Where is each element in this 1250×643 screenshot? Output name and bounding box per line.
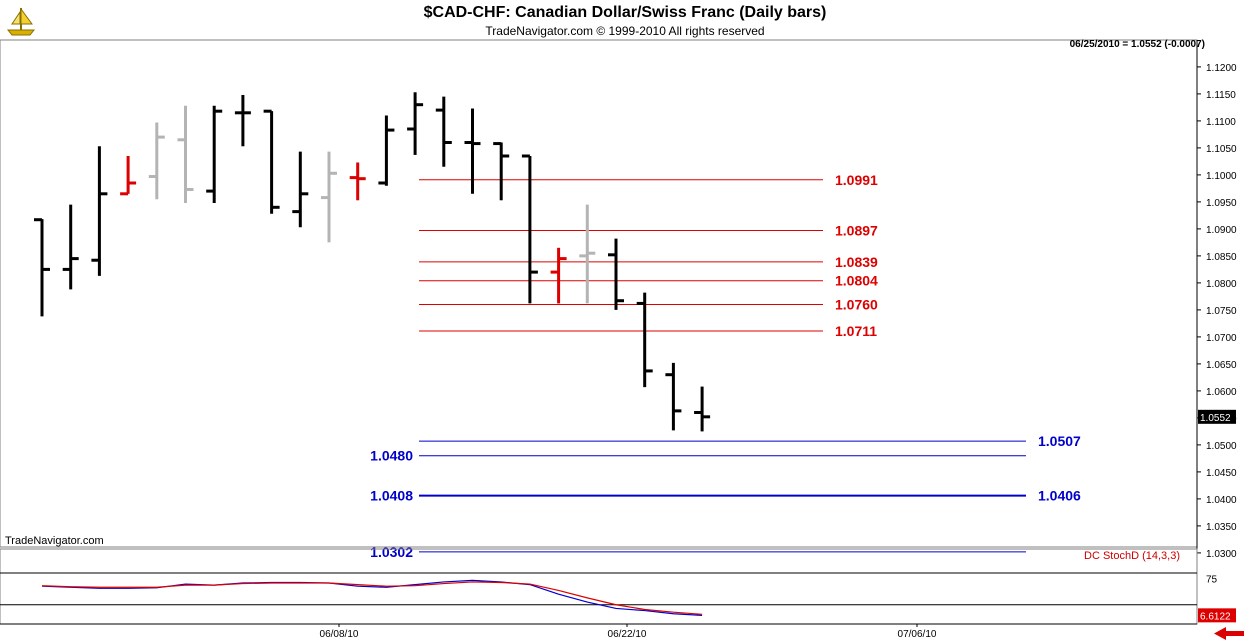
y-tick-label: 1.0300: [1206, 549, 1237, 560]
level-label: 1.0839: [835, 254, 878, 270]
ohlc-bar: [62, 204, 79, 290]
date-axis: 06/08/10 06/22/10 07/06/10: [0, 623, 1197, 640]
y-tick-label: 1.0950: [1206, 198, 1237, 209]
stoch-last-label: 6.6122: [1200, 611, 1231, 622]
ohlc-bars: [34, 92, 711, 432]
ohlc-bar: [263, 109, 280, 214]
ohlc-bar: [579, 204, 596, 304]
level-label: 1.0302: [370, 544, 413, 560]
y-tick-label: 1.0500: [1206, 441, 1237, 452]
ohlc-bar: [91, 146, 108, 276]
y-tick-label: 1.1150: [1206, 90, 1236, 101]
y-tick-label: 1.1100: [1206, 117, 1236, 128]
ohlc-bar: [493, 142, 510, 201]
y-tick-label: 1.0450: [1206, 468, 1237, 479]
stoch-last-box: [1198, 608, 1236, 623]
price-panel-frame: [0, 39, 1198, 548]
level-label: 1.0897: [835, 223, 878, 239]
y-tick-label: 1.0600: [1206, 387, 1237, 398]
last-price-label: 1.0552: [1200, 413, 1231, 424]
ohlc-bar: [234, 94, 251, 147]
ohlc-bar: [34, 218, 50, 317]
ohlc-bar: [608, 238, 624, 310]
level-label: 1.0991: [835, 172, 878, 188]
y-tick-label: 1.0800: [1206, 279, 1237, 290]
ohlc-bar: [435, 96, 452, 167]
y-tick-label: 1.0850: [1206, 252, 1237, 263]
y-tick-label: 1.0400: [1206, 495, 1237, 506]
y-tick-label: 1.0900: [1206, 225, 1237, 236]
level-label: 1.0804: [835, 273, 878, 289]
ohlc-bar: [464, 108, 481, 194]
x-tick-label: 07/06/10: [898, 629, 937, 640]
level-label: 1.0760: [835, 297, 878, 313]
stochastic-panel: 75 6.6122: [0, 548, 1236, 625]
ohlc-bar: [120, 156, 137, 196]
ohlc-bar: [378, 115, 395, 186]
ohlc-bar: [321, 151, 337, 243]
level-label: 1.0711: [835, 323, 877, 339]
last-price-box: [1198, 409, 1236, 424]
ohlc-bar: [694, 386, 711, 432]
ohlc-bar: [636, 292, 653, 388]
y-tick-label: 1.0750: [1206, 306, 1237, 317]
level-label: 1.0406: [1038, 488, 1081, 504]
copyright-subtitle: TradeNavigator.com © 1999-2010 All right…: [485, 24, 765, 38]
level-label: 1.0507: [1038, 433, 1081, 449]
ohlc-bar: [521, 154, 538, 304]
y-tick-label: 1.0700: [1206, 333, 1237, 344]
ohlc-bar: [148, 122, 165, 200]
stoch-line: [41, 581, 703, 615]
stoch-tick-label: 75: [1206, 574, 1218, 585]
y-tick-label: 1.0650: [1206, 360, 1237, 371]
y-tick-label: 1.0350: [1206, 522, 1237, 533]
scroll-left-arrow-icon[interactable]: [1212, 626, 1246, 641]
y-tick-label: 1.1050: [1206, 144, 1237, 155]
indicator-label: DC StochD (14,3,3): [1084, 550, 1180, 562]
level-lines: 1.0991 1.0897 1.0839 1.0804 1.0760 1.0711 1.05…: [370, 172, 1081, 560]
ohlc-bar: [550, 247, 567, 304]
level-label: 1.0408: [370, 488, 413, 504]
trade-navigator-logo-icon: [4, 4, 38, 38]
level-label: 1.0480: [370, 448, 413, 464]
stoch-panel-frame: [0, 548, 1198, 625]
x-tick-label: 06/08/10: [320, 629, 359, 640]
ohlc-bar: [206, 105, 223, 203]
y-tick-label: 1.1000: [1206, 171, 1237, 182]
y-tick-label: 1.1200: [1206, 63, 1237, 74]
price-readout: 06/25/2010 = 1.0552 (-0.0007): [1069, 39, 1205, 50]
footer-watermark: TradeNavigator.com: [5, 535, 104, 547]
chart-title: $CAD-CHF: Canadian Dollar/Swiss Franc (D…: [423, 4, 827, 21]
ohlc-bar: [407, 92, 424, 155]
ohlc-bar: [665, 362, 682, 431]
price-axis: 1.03001.03501.04001.04501.05001.05501.06…: [0, 39, 1237, 624]
x-tick-label: 06/22/10: [608, 629, 647, 640]
ohlc-bar: [349, 162, 366, 201]
ohlc-bar: [177, 105, 194, 203]
stoch-line: [41, 579, 703, 616]
ohlc-bar: [292, 151, 309, 228]
